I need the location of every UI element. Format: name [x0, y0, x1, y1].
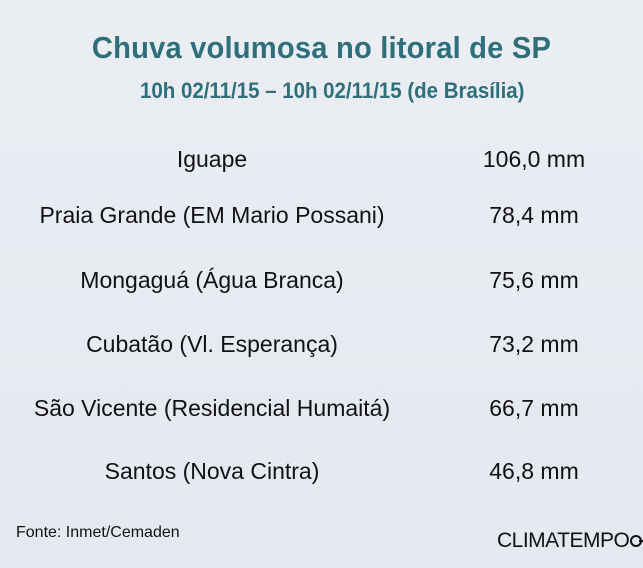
location-label: Mongaguá (Água Branca)	[80, 267, 344, 293]
table-row: São Vicente (Residencial Humaitá) 66,7 m…	[0, 395, 643, 429]
rainfall-value: 46,8 mm	[489, 458, 579, 484]
location-label: Praia Grande (EM Mario Possani)	[39, 202, 385, 228]
rainfall-value: 66,7 mm	[489, 395, 579, 421]
location-label: São Vicente (Residencial Humaitá)	[33, 395, 391, 421]
rainfall-value: 75,6 mm	[489, 267, 579, 293]
page-title: Chuva volumosa no litoral de SP	[91, 30, 552, 65]
brand-name: CLIMATEMPO	[497, 529, 630, 552]
location-label: Iguape	[176, 146, 248, 172]
rainfall-value: 78,4 mm	[489, 202, 579, 228]
table-row: Cubatão (Vl. Esperança) 73,2 mm	[0, 331, 643, 365]
source-note: Fonte: Inmet/Cemaden	[16, 524, 180, 541]
rainfall-value: 73,2 mm	[489, 331, 579, 357]
rainfall-value: 106,0 mm	[482, 146, 586, 172]
table-row: Santos (Nova Cintra) 46,8 mm	[0, 458, 643, 492]
logo-mark-icon	[630, 532, 643, 550]
brand-logo: CLIMATEMPO	[497, 529, 643, 553]
table-row: Iguape 106,0 mm	[0, 146, 643, 180]
table-row: Mongaguá (Água Branca) 75,6 mm	[0, 267, 643, 301]
location-label: Cubatão (Vl. Esperança)	[86, 331, 338, 357]
time-range-subtitle: 10h 02/11/15 – 10h 02/11/15 (de Brasília…	[140, 78, 525, 103]
table-row: Praia Grande (EM Mario Possani) 78,4 mm	[0, 202, 643, 236]
location-label: Santos (Nova Cintra)	[104, 458, 320, 484]
